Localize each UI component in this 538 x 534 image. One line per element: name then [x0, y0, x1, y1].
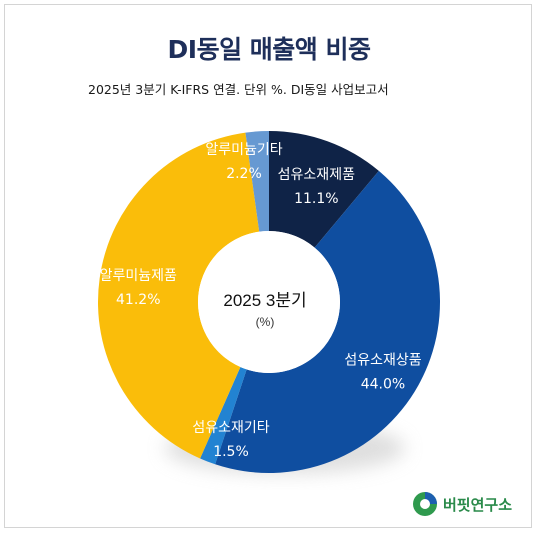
- slice-value-4: 41.2%: [116, 292, 160, 308]
- slice-2: [215, 170, 440, 474]
- donut-hole: [198, 231, 340, 373]
- slice-value-3: 1.5%: [213, 444, 249, 460]
- buffett-lab-logo-icon: [413, 492, 437, 516]
- slice-labels: 섬유소재제품 11.1% 섬유소재상품 44.0% 섬유소재기타 1.5% 알루미늄제품 41…: [100, 142, 422, 460]
- slice-label-3: 섬유소재기타: [192, 420, 269, 436]
- chart-title: DI동일 매출액 비중: [167, 35, 371, 64]
- slice-value-5: 2.2%: [226, 166, 262, 182]
- slice-3: [200, 366, 247, 465]
- center-unit: (%): [256, 315, 275, 329]
- slice-value-1: 11.1%: [294, 191, 338, 207]
- slice-label-2: 섬유소재상품: [344, 353, 421, 369]
- slice-value-2: 44.0%: [361, 377, 405, 393]
- slice-label-1: 섬유소재제품: [278, 167, 355, 183]
- donut-slices: [97, 131, 440, 474]
- slice-label-4: 알루미늄제품: [100, 268, 177, 284]
- slice-1: [269, 131, 379, 248]
- brand-name: 버핏연구소: [443, 495, 513, 514]
- slice-4: [97, 132, 260, 459]
- brand-logo: 버핏연구소: [412, 487, 512, 521]
- center-label: 2025 3분기: [223, 291, 306, 310]
- slice-5: [245, 131, 269, 232]
- slice-label-5: 알루미늄기타: [205, 142, 282, 158]
- chart-subtitle: 2025년 3분기 K-IFRS 연결. 단위 %. DI동일 사업보고서: [88, 82, 389, 97]
